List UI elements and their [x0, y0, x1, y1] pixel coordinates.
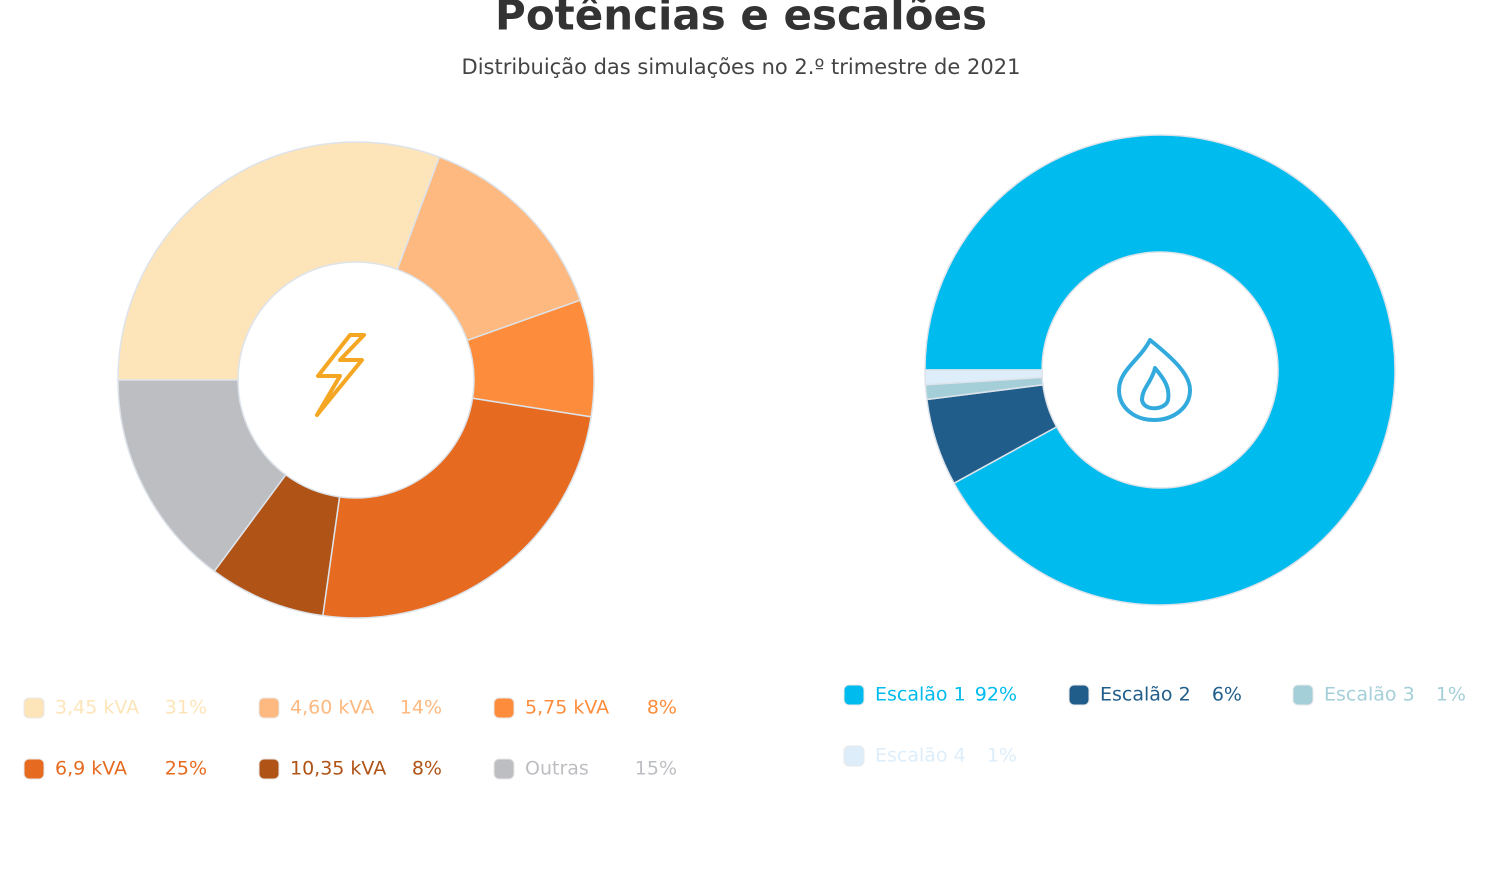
- donut-slice: [396, 156, 582, 342]
- legend-swatch: [843, 745, 865, 767]
- donut-slice: [924, 369, 1044, 386]
- legend-value: 1%: [1436, 684, 1466, 706]
- legend-value: 8%: [412, 758, 442, 780]
- donut-slice: [924, 134, 1396, 606]
- legend-value: 6%: [1212, 684, 1242, 706]
- legend-value: 25%: [165, 758, 207, 780]
- legend-swatch: [493, 758, 515, 780]
- legend-value: 8%: [647, 697, 677, 719]
- legend-value: 1%: [987, 745, 1017, 767]
- legend-value: 92%: [975, 684, 1017, 706]
- legend-swatch: [258, 758, 280, 780]
- legend-label: 5,75 kVA: [525, 697, 609, 719]
- subtitle: Distribuição das simulações no 2.º trime…: [462, 55, 1021, 79]
- legend-label: 6,9 kVA: [55, 758, 127, 780]
- legend-swatch: [493, 697, 515, 719]
- donut-slice: [117, 379, 287, 573]
- legend-label: 4,60 kVA: [290, 697, 374, 719]
- legend-swatch: [23, 697, 45, 719]
- legend-value: 14%: [400, 697, 442, 719]
- lightning-icon: [315, 333, 366, 417]
- donut-slice: [117, 141, 441, 381]
- legend-swatch: [1292, 684, 1314, 706]
- legend-value: 15%: [635, 758, 677, 780]
- legend-swatch: [1068, 684, 1090, 706]
- legend-swatch: [258, 697, 280, 719]
- title: Potências e escalões: [495, 0, 987, 40]
- legend-swatch: [843, 684, 865, 706]
- legend-label: Escalão 4: [875, 745, 966, 767]
- legend-label: Escalão 3: [1324, 684, 1415, 706]
- legend-label: 3,45 kVA: [55, 697, 139, 719]
- charts: 3,45 kVA 31% 4,60 kVA 14% 5,75 kVA 8% 6,9 kVA 2…: [23, 134, 1466, 780]
- donut-slice: [321, 397, 592, 619]
- legend-label: 10,35 kVA: [290, 758, 386, 780]
- legend-swatch: [23, 758, 45, 780]
- flame-icon: [1117, 338, 1192, 422]
- legend-label: Escalão 2: [1100, 684, 1191, 706]
- legend-label: Escalão 1: [875, 684, 966, 706]
- legend-value: 31%: [165, 697, 207, 719]
- legend-label: Outras: [525, 758, 589, 780]
